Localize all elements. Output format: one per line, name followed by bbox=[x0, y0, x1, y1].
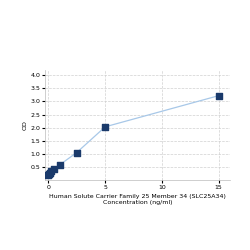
Point bbox=[58, 163, 62, 167]
Point bbox=[46, 173, 50, 177]
Point bbox=[52, 167, 56, 171]
Point bbox=[48, 171, 52, 175]
X-axis label: Human Solute Carrier Family 25 Member 34 (SLC25A34)
Concentration (ng/ml): Human Solute Carrier Family 25 Member 34… bbox=[49, 194, 226, 205]
Point bbox=[47, 172, 51, 176]
Point bbox=[75, 150, 79, 154]
Point bbox=[217, 94, 221, 98]
Point bbox=[103, 125, 107, 129]
Y-axis label: OD: OD bbox=[22, 120, 28, 130]
Point bbox=[49, 169, 53, 173]
